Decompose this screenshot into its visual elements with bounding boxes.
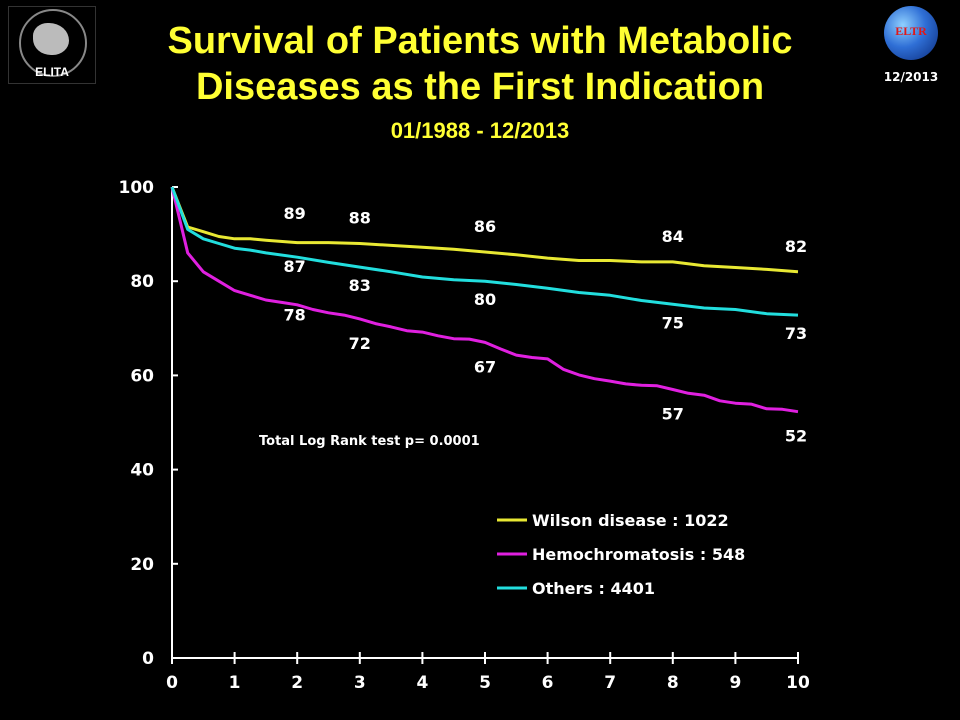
data-label: 78	[283, 306, 305, 325]
legend-label-0: Wilson disease : 1022	[532, 511, 729, 530]
x-tick-label: 7	[604, 673, 616, 693]
legend-label-2: Others : 4401	[532, 579, 655, 598]
data-label: 73	[785, 324, 807, 343]
x-tick-label: 10	[786, 673, 810, 693]
y-tick-label: 0	[142, 649, 154, 669]
log-rank-annotation: Total Log Rank test p= 0.0001	[259, 434, 480, 449]
y-tick-label: 20	[130, 555, 154, 575]
data-label: 89	[283, 204, 305, 223]
data-label: 67	[474, 357, 496, 376]
legend-label-1: Hemochromatosis : 548	[532, 545, 745, 564]
data-label: 57	[662, 405, 684, 424]
x-tick-label: 8	[667, 673, 679, 693]
chart-title: Survival of Patients with Metabolic Dise…	[100, 18, 860, 110]
data-label: 72	[349, 334, 371, 353]
y-tick-label: 40	[130, 461, 154, 481]
data-label: 75	[662, 313, 684, 332]
data-label: 88	[349, 209, 371, 228]
data-label: 87	[283, 257, 305, 276]
eltr-logo-text: ELTR	[895, 24, 927, 38]
date-tag: 12/2013	[883, 70, 939, 84]
elita-logo-text: ELITA	[35, 65, 69, 79]
y-tick-label: 100	[119, 178, 155, 198]
y-tick-label: 60	[130, 366, 154, 386]
data-labels: 89 88 86 84 82 78 72 67 57 52 87 83 80 75 73	[283, 204, 807, 446]
x-tick-label: 4	[416, 673, 428, 693]
x-tick-label: 9	[729, 673, 741, 693]
data-label: 83	[349, 276, 371, 295]
elita-logo: ELITA	[8, 6, 96, 84]
legend: Wilson disease : 1022 Hemochromatosis : 5…	[497, 511, 745, 598]
title-line-2: Diseases as the First Indication	[195, 66, 765, 108]
series-line-1	[170, 186, 799, 414]
logo-seal-icon	[19, 9, 87, 77]
series-line-2	[170, 186, 799, 317]
title-line-1: Survival of Patients with Metabolic	[167, 20, 793, 62]
series-line-0	[170, 186, 799, 274]
x-tick-label: 6	[542, 673, 554, 693]
chart-subtitle: 01/1988 - 12/2013	[390, 118, 570, 143]
x-tick-label: 3	[354, 673, 366, 693]
data-label: 86	[474, 217, 496, 236]
x-tick-label: 1	[229, 673, 241, 693]
y-tick-label: 80	[130, 272, 154, 292]
x-tick-label: 5	[479, 673, 491, 693]
liver-silhouette-icon	[33, 23, 69, 55]
x-tick-label: 0	[166, 673, 178, 693]
data-label: 84	[662, 227, 684, 246]
data-label: 82	[785, 237, 807, 256]
data-label: 80	[474, 290, 496, 309]
x-tick-label: 2	[291, 673, 303, 693]
data-label: 52	[785, 427, 807, 446]
eltr-globe-logo: ELTR	[884, 6, 938, 60]
series-lines	[170, 186, 799, 414]
